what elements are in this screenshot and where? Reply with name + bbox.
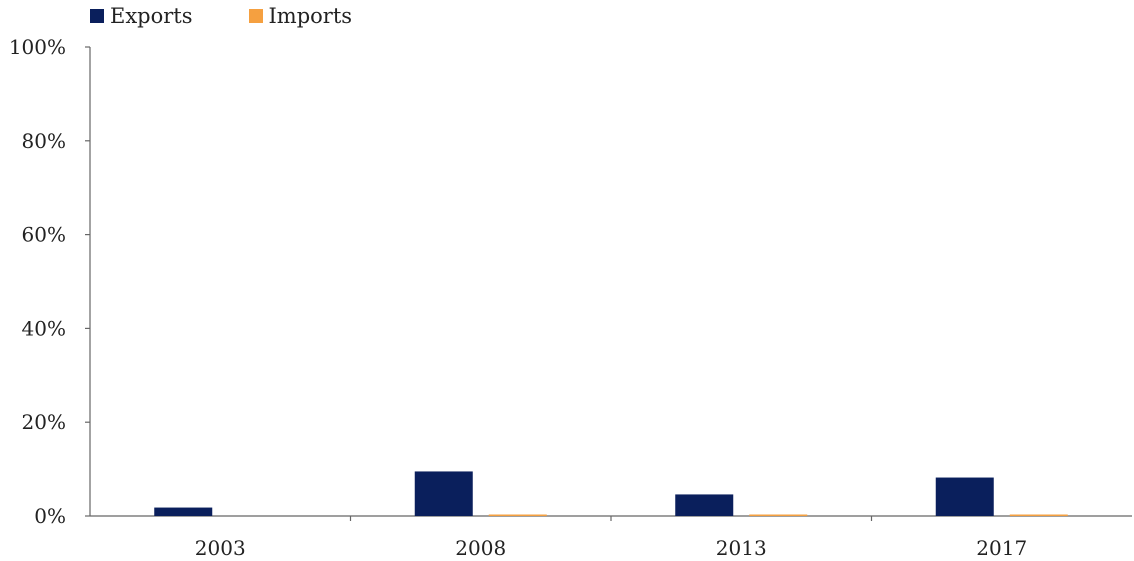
y-tick-label: 100% (9, 35, 66, 59)
bar-exports-2008 (414, 471, 473, 516)
legend: Exports Imports (90, 4, 352, 28)
bar-imports-2017 (1009, 514, 1068, 516)
legend-label-exports: Exports (110, 4, 193, 28)
x-tick-label: 2008 (455, 536, 506, 560)
legend-item-exports: Exports (90, 4, 193, 28)
y-tick-label: 20% (22, 410, 66, 434)
bar-exports-2017 (935, 477, 994, 516)
bar-exports-2013 (675, 494, 734, 516)
legend-swatch-imports (248, 9, 263, 23)
bar-imports-2013 (749, 514, 808, 516)
x-tick-label: 2013 (716, 536, 767, 560)
y-tick-label: 60% (22, 223, 66, 247)
legend-label-imports: Imports (268, 4, 353, 28)
y-tick-label: 0% (34, 504, 66, 528)
legend-swatch-exports (90, 9, 104, 23)
x-tick-label: 2003 (195, 536, 246, 560)
y-tick-label: 80% (22, 129, 66, 153)
bar-imports-2008 (488, 514, 547, 516)
bar-exports-2003 (154, 507, 213, 516)
x-tick-label: 2017 (976, 536, 1027, 560)
legend-item-imports: Imports (248, 4, 353, 28)
y-tick-label: 40% (22, 316, 66, 340)
